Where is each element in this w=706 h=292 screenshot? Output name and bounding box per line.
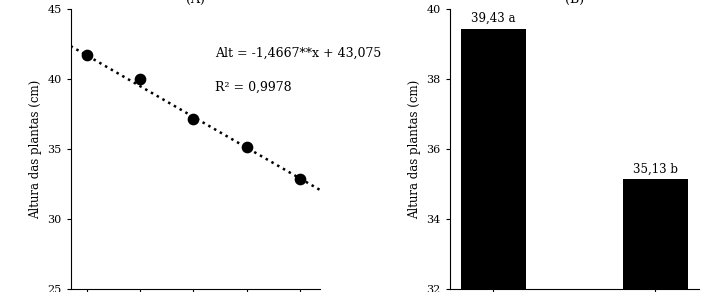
Y-axis label: Altura das plantas (cm): Altura das plantas (cm) [408,79,421,218]
Bar [461,29,526,289]
Point [241,145,253,149]
Bar [623,179,688,289]
Point [81,53,92,58]
Point [294,176,306,181]
Y-axis label: Altura das plantas (cm): Altura das plantas (cm) [29,79,42,218]
Text: R² = 0,9978: R² = 0,9978 [215,81,292,94]
Title: (B): (B) [565,0,584,6]
Point [134,77,145,81]
Point [188,117,199,121]
Text: 39,43 a: 39,43 a [471,12,515,25]
Title: (A): (A) [186,0,205,6]
Text: 35,13 b: 35,13 b [633,163,678,176]
Text: Alt = -1,4667**x + 43,075: Alt = -1,4667**x + 43,075 [215,47,381,60]
